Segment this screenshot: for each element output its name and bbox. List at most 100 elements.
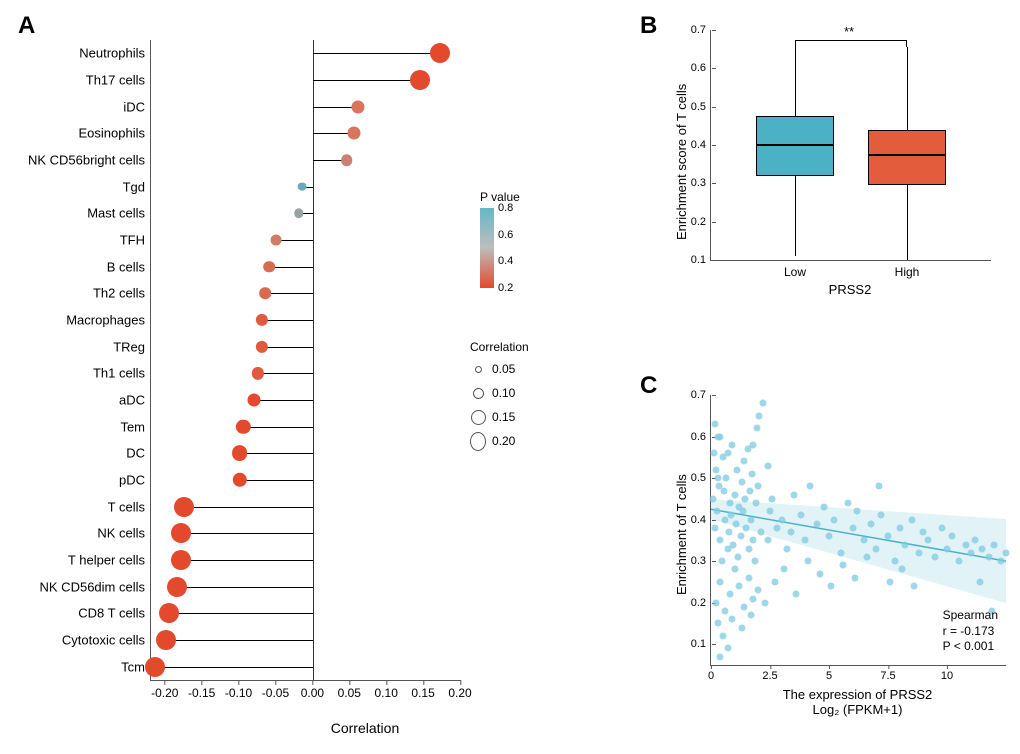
scatter-point — [717, 653, 724, 660]
scatter-point — [861, 537, 868, 544]
size-legend-circle — [470, 432, 486, 451]
boxplot-ytick: 0.6 — [691, 62, 711, 74]
scatter-point — [944, 545, 951, 552]
size-legend-circle — [471, 410, 486, 425]
scatter-point — [715, 475, 722, 482]
lollipop-marker — [410, 70, 430, 90]
pvalue-tick: 0.4 — [498, 255, 513, 267]
scatter-point — [739, 508, 746, 515]
scatter-point — [736, 583, 743, 590]
lollipop-stem — [181, 560, 314, 561]
lollipop-xtick: -0.20 — [151, 686, 178, 700]
boxplot-category-label: High — [895, 265, 920, 279]
boxplot-category-label: Low — [784, 265, 806, 279]
lollipop-stem — [155, 667, 314, 668]
scatter-point — [986, 554, 993, 561]
lollipop-row-label: Th2 cells — [15, 286, 151, 301]
scatter-point — [814, 520, 821, 527]
scatter-point — [737, 533, 744, 540]
scatter-xtick: 5 — [826, 670, 832, 682]
size-legend-label: 0.20 — [492, 434, 515, 448]
scatter-point — [854, 508, 861, 515]
lollipop-xtick: -0.15 — [188, 686, 215, 700]
scatter-point — [719, 632, 726, 639]
lollipop-row-label: Eosinophils — [15, 126, 151, 141]
scatter-point — [816, 570, 823, 577]
lollipop-stem — [313, 80, 420, 81]
scatter-ytick: 0.5 — [691, 472, 711, 484]
scatter-point — [887, 578, 894, 585]
scatter-point — [837, 549, 844, 556]
lollipop-x-ticks: -0.20-0.15-0.10-0.050.000.050.100.150.20 — [150, 680, 460, 710]
lollipop-row-label: T helper cells — [15, 553, 151, 568]
lollipop-stem — [240, 453, 314, 454]
lollipop-xtick: -0.10 — [225, 686, 252, 700]
lollipop-marker — [159, 603, 179, 623]
lollipop-marker — [256, 314, 268, 326]
scatter-point — [724, 450, 731, 457]
scatter-y-label: Enrichment of T cells — [674, 474, 689, 595]
boxplot-median — [756, 144, 834, 146]
zero-vertical-line — [313, 40, 314, 680]
lollipop-stem — [243, 427, 313, 428]
boxplot-median — [868, 154, 946, 156]
correlation-legend-title: Correlation — [470, 340, 529, 354]
scatter-point — [851, 574, 858, 581]
scatter-point — [967, 549, 974, 556]
scatter-point — [762, 599, 769, 606]
lollipop-row-label: pDC — [15, 473, 151, 488]
anno-l1: Spearman — [943, 608, 998, 624]
lollipop-stem — [313, 53, 440, 54]
lollipop-marker — [232, 445, 248, 461]
boxplot-ytick: 0.5 — [691, 101, 711, 113]
scatter-point — [724, 645, 731, 652]
scatter-point — [840, 562, 847, 569]
lollipop-marker — [260, 288, 272, 300]
scatter-point — [750, 537, 757, 544]
scatter-point — [756, 412, 763, 419]
scatter-point — [710, 450, 717, 457]
scatter-point — [718, 558, 725, 565]
size-legend-row: 0.10 — [470, 382, 529, 404]
scatter-point — [757, 529, 764, 536]
size-legend-row: 0.20 — [470, 430, 529, 452]
lollipop-marker — [232, 473, 246, 487]
scatter-point — [783, 545, 790, 552]
scatter-point — [781, 566, 788, 573]
lollipop-stem — [262, 347, 314, 348]
scatter-point — [759, 400, 766, 407]
scatter-point — [778, 516, 785, 523]
scatter-point — [915, 549, 922, 556]
lollipop-marker — [351, 100, 364, 113]
lollipop-stem — [177, 587, 314, 588]
scatter-ytick: 0.7 — [691, 389, 711, 401]
scatter-point — [849, 524, 856, 531]
scatter-point — [792, 591, 799, 598]
scatter-point — [899, 566, 906, 573]
scatter-x-label-line1: The expression of PRSS2 — [710, 687, 1005, 702]
panel-c-label: C — [640, 372, 657, 400]
lollipop-marker — [294, 209, 304, 219]
lollipop-marker — [271, 235, 282, 246]
lollipop-marker — [430, 43, 450, 63]
scatter-ytick: 0.3 — [691, 555, 711, 567]
scatter-x-label-line2: Log₂ (FPKM+1) — [710, 702, 1005, 717]
scatter-point — [892, 558, 899, 565]
scatter-point — [728, 512, 735, 519]
lollipop-row-label: Tgd — [15, 179, 151, 194]
lollipop-xtick: 0.10 — [375, 686, 398, 700]
scatter-point — [754, 425, 761, 432]
lollipop-xtick: 0.00 — [301, 686, 324, 700]
lollipop-row-label: aDC — [15, 393, 151, 408]
lollipop-stem — [169, 613, 313, 614]
lollipop-xtick: -0.05 — [262, 686, 289, 700]
scatter-point — [745, 574, 752, 581]
scatter-point — [745, 545, 752, 552]
boxplot-box — [756, 116, 834, 176]
scatter-point — [771, 578, 778, 585]
scatter-point — [896, 524, 903, 531]
size-legend-row: 0.05 — [470, 358, 529, 380]
scatter-point — [711, 421, 718, 428]
scatter-point — [726, 500, 733, 507]
scatter-point — [725, 529, 732, 536]
